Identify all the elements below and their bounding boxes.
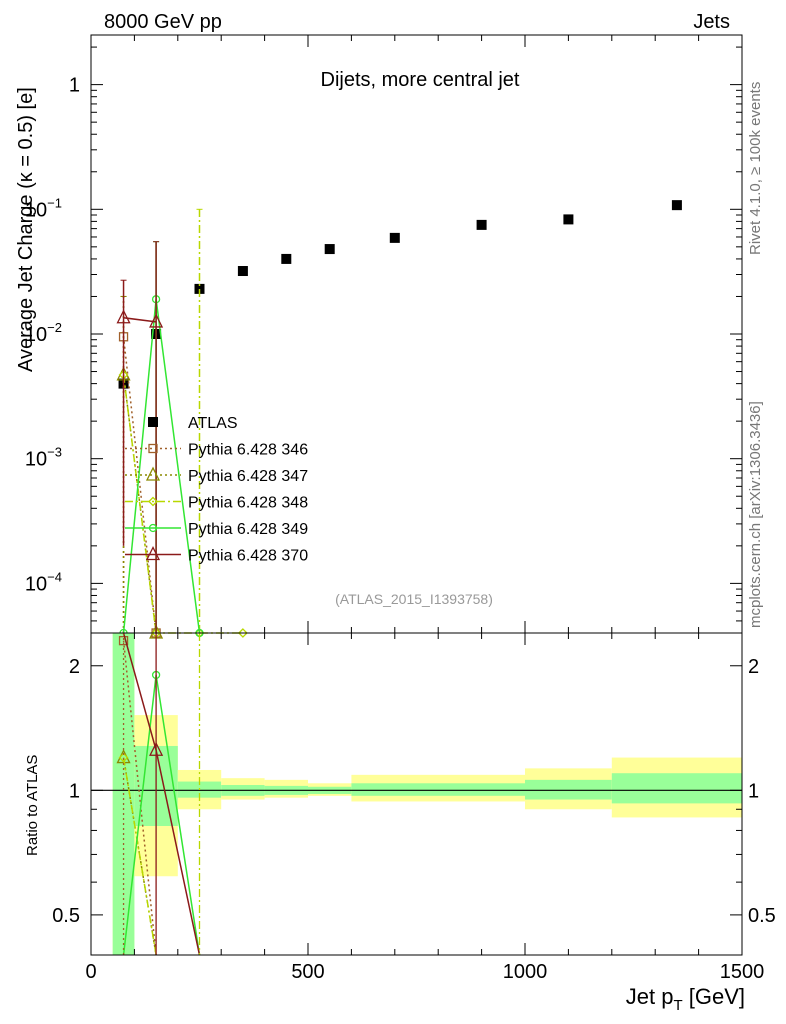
inner-uncertainty-band xyxy=(611,773,742,804)
ratio-point xyxy=(118,752,129,763)
data-point xyxy=(237,628,248,638)
x-tick-labels: 0 500 1000 1500 xyxy=(85,961,764,983)
analysis-watermark: (ATLAS_2015_I1393758) xyxy=(335,591,493,607)
data-point xyxy=(281,253,292,264)
ratio-y-tick-label-right: 0.5 xyxy=(748,905,776,927)
process-label: Jets xyxy=(693,11,730,33)
mcplots-credit-label: mcplots.cern.ch [arXiv:1306.3436] xyxy=(747,401,764,628)
main-frame xyxy=(90,34,743,634)
legend-entry: Pythia 6.428 349 xyxy=(125,521,308,538)
legend-label: Pythia 6.428 349 xyxy=(188,521,308,538)
ratio-y-tick-label: 1 xyxy=(69,780,80,802)
y-tick-base: 10 xyxy=(25,199,47,221)
ratio-series xyxy=(116,632,201,956)
legend-entry: Pythia 6.428 370 xyxy=(125,546,308,565)
ratio-y-tick-label-right: 1 xyxy=(748,780,759,802)
y-tick-base: 10 xyxy=(25,573,47,595)
ratio-y-tick-label-right: 2 xyxy=(748,656,759,678)
series-atlas xyxy=(118,200,682,389)
y-tick-exponent: −3 xyxy=(47,445,62,460)
ratio-line xyxy=(122,757,157,956)
inner-uncertainty-band xyxy=(525,779,612,800)
y-tick-base: 10 xyxy=(25,449,47,471)
y-tick-label: 10−2 xyxy=(25,320,62,346)
data-point xyxy=(671,200,682,211)
legend-marker xyxy=(148,496,158,507)
legend-entry: Pythia 6.428 346 xyxy=(125,442,308,459)
legend-marker xyxy=(145,466,161,481)
legend-label: Pythia 6.428 370 xyxy=(188,548,308,565)
rivet-version-label: Rivet 4.1.0, ≥ 100k events xyxy=(747,82,764,255)
legend: ATLAS Pythia 6.428 346 Pythia 6.428 347 Pyt… xyxy=(125,415,308,565)
y-tick-label: 10−4 xyxy=(25,569,62,595)
legend-marker xyxy=(148,523,158,533)
ratio-panel: 0.5 0.5 1 1 2 2 Ratio to ATLAS xyxy=(24,632,776,956)
ratio-axis-ticks: 0.5 0.5 1 1 2 2 xyxy=(52,633,776,955)
y-tick-exponent: −1 xyxy=(47,195,62,210)
inner-uncertainty-band xyxy=(351,783,525,796)
data-point xyxy=(563,214,574,225)
data-point xyxy=(389,232,400,243)
x-tick-label: 500 xyxy=(291,961,324,983)
legend-entry: Pythia 6.428 347 xyxy=(125,466,308,485)
x-tick-label: 0 xyxy=(85,961,96,983)
data-point xyxy=(476,219,487,230)
ratio-y-axis-label: Ratio to ATLAS xyxy=(24,755,41,856)
legend-marker xyxy=(148,443,158,454)
data-point xyxy=(237,266,248,277)
x-tick-label: 1500 xyxy=(720,961,765,983)
y-tick-label: 10−1 xyxy=(25,195,62,221)
data-point xyxy=(324,244,335,255)
energy-label: 8000 GeV pp xyxy=(104,11,222,33)
y-tick-exponent: −4 xyxy=(47,569,62,584)
y-tick-label: 1 xyxy=(69,75,80,97)
main-title: Dijets, more central jet xyxy=(321,69,520,91)
data-point xyxy=(116,309,131,324)
x-axis-label: Jet pT [GeV] xyxy=(626,984,745,1014)
main-axis-ticks: 110−110−210−310−4 xyxy=(25,35,743,634)
data-point xyxy=(149,313,164,328)
main-series xyxy=(116,200,682,639)
series-line xyxy=(123,317,157,323)
series-pythia-6-428-370 xyxy=(116,241,164,633)
data-point xyxy=(194,283,205,294)
main-y-axis-label: Average Jet Charge (κ = 0.5) [e] xyxy=(15,87,37,372)
y-tick-base: 10 xyxy=(25,324,47,346)
legend-label: Pythia 6.428 346 xyxy=(188,442,308,459)
y-tick-label: 10−3 xyxy=(25,445,62,471)
ratio-pythia-6-428-348 xyxy=(118,752,157,956)
series-pythia-6-428-349 xyxy=(119,241,204,638)
ratio-y-tick-label: 0.5 xyxy=(52,905,80,927)
legend-entry: Pythia 6.428 348 xyxy=(125,495,308,512)
legend-marker xyxy=(145,546,161,561)
legend-marker xyxy=(148,417,158,427)
legend-label: ATLAS xyxy=(188,415,238,432)
y-tick-exponent: −2 xyxy=(47,320,62,335)
ratio-y-tick-label: 2 xyxy=(69,656,80,678)
ratio-frame xyxy=(90,632,743,956)
x-tick-label: 1000 xyxy=(503,961,548,983)
legend-label: Pythia 6.428 347 xyxy=(188,468,308,485)
legend-entry: ATLAS xyxy=(148,415,238,432)
legend-label: Pythia 6.428 348 xyxy=(188,495,308,512)
main-panel: 110−110−210−310−4 Dijets, more central j… xyxy=(15,34,743,639)
